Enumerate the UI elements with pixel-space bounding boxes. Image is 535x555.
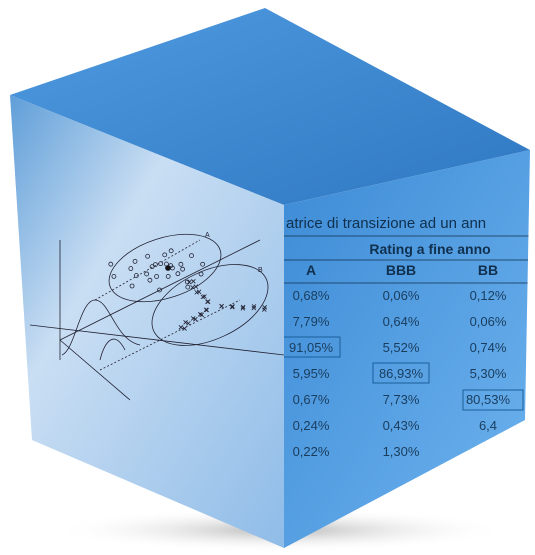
diagram-label: B — [258, 267, 263, 274]
table-subtitle: Rating a fine anno — [369, 241, 490, 257]
cross — [190, 316, 196, 321]
table-cell: 6,4 — [479, 418, 497, 433]
left-face — [10, 95, 284, 548]
point — [133, 273, 139, 278]
cross — [191, 279, 196, 284]
point — [108, 261, 114, 267]
table-cell: 0,68% — [293, 288, 330, 303]
centroid — [165, 265, 171, 271]
table-cell: 1,30% — [383, 444, 420, 459]
table-cell: 0,12% — [470, 288, 507, 303]
column-header: BBB — [386, 262, 416, 278]
cross — [251, 305, 257, 311]
cross — [203, 307, 209, 313]
column-header: A — [306, 262, 316, 278]
diagram-label: A — [205, 232, 210, 239]
cross — [230, 304, 235, 309]
table-cell: 0,06% — [383, 288, 420, 303]
point — [149, 264, 155, 270]
cross — [186, 279, 192, 285]
cross — [178, 325, 184, 330]
table-cell: 7,73% — [383, 392, 420, 407]
cross — [205, 299, 211, 304]
cross — [197, 312, 203, 317]
cross — [182, 326, 187, 331]
top-face — [10, 8, 530, 205]
point — [189, 253, 194, 258]
point — [158, 261, 164, 267]
cross — [196, 289, 202, 295]
cross — [186, 321, 191, 326]
cross — [219, 304, 224, 309]
cross — [193, 284, 199, 289]
point — [147, 277, 153, 283]
right-face — [284, 150, 530, 548]
table-cell: 0,06% — [470, 314, 507, 329]
point — [165, 273, 171, 279]
cross — [262, 307, 267, 312]
table-cell: 5,30% — [470, 366, 507, 381]
point — [128, 266, 134, 271]
table-cell: 0,22% — [293, 444, 330, 459]
cross — [240, 306, 246, 311]
cross — [240, 304, 246, 310]
scatter-diagram — [29, 233, 285, 401]
point — [180, 266, 186, 272]
highlight-box — [462, 389, 524, 411]
point — [168, 248, 174, 254]
point — [144, 271, 150, 277]
table-cell: 0,67% — [293, 392, 330, 407]
table: atrice di transizione ad un ann Rating a… — [284, 215, 530, 459]
table-cell: 0,64% — [383, 314, 420, 329]
point — [198, 271, 204, 277]
cross — [183, 320, 188, 325]
cross — [202, 294, 207, 299]
point — [185, 284, 191, 290]
point — [175, 271, 181, 277]
table-cell: 7,79% — [293, 314, 330, 329]
point — [111, 273, 117, 279]
cross — [199, 312, 204, 318]
table-cell: 0,74% — [470, 340, 507, 355]
cross — [200, 294, 206, 300]
table-cell: 0,24% — [293, 418, 330, 433]
cross — [229, 304, 235, 310]
table-cell: 86,93% — [379, 366, 424, 381]
table-cell: 91,05% — [289, 340, 334, 355]
highlight-box — [372, 362, 430, 384]
column-header: BB — [478, 262, 498, 278]
table-cell: 0,43% — [383, 418, 420, 433]
point — [157, 287, 162, 293]
point — [145, 253, 151, 259]
cross — [251, 304, 257, 309]
point — [200, 261, 206, 267]
point — [178, 261, 184, 267]
point — [129, 283, 135, 289]
point — [162, 252, 168, 258]
point — [154, 274, 159, 279]
table-cell: 80,53% — [466, 392, 511, 407]
highlight-box — [284, 336, 341, 358]
table-title: atrice di transizione ad un ann — [286, 215, 486, 232]
table-cell: 5,52% — [383, 340, 420, 355]
table-cell: 5,95% — [293, 366, 330, 381]
point — [132, 258, 138, 264]
